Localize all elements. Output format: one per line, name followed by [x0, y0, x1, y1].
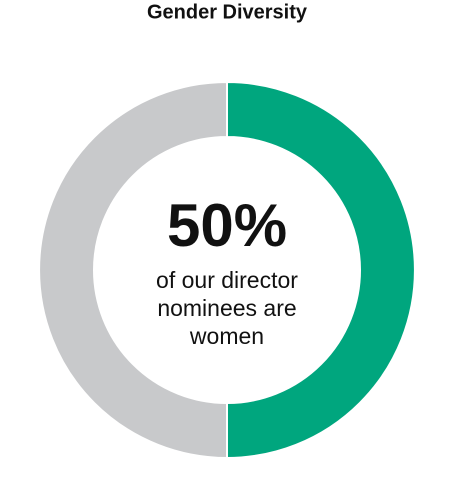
center-value: 50%: [167, 192, 287, 259]
chart-title: Gender Diversity: [147, 1, 308, 23]
donut-segment: [38, 80, 228, 460]
donut-segment: [226, 80, 416, 460]
center-caption: nominees are: [157, 295, 296, 321]
center-caption: women: [189, 323, 264, 349]
center-caption: of our director: [156, 267, 298, 293]
